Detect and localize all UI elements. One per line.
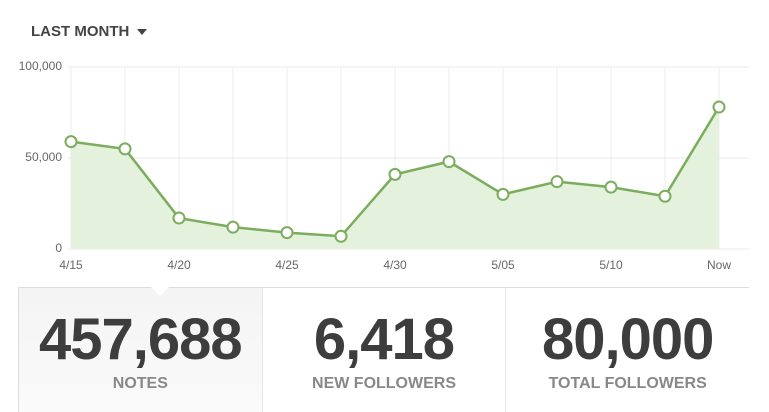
point — [496, 187, 510, 201]
point — [172, 211, 186, 225]
stat-value: 80,000 — [541, 307, 714, 372]
point — [712, 100, 726, 114]
x-tick-label: 4/20 — [167, 258, 191, 272]
point — [334, 229, 348, 243]
point — [226, 220, 240, 234]
period-label: LAST MONTH — [31, 23, 130, 40]
y-tick-label: 50,000 — [25, 150, 62, 164]
point — [118, 142, 132, 156]
x-tick-label: 4/30 — [383, 258, 407, 272]
point — [658, 189, 672, 203]
stat-label: NOTES — [112, 375, 168, 392]
stat-value: 6,418 — [313, 307, 455, 372]
stat-label: TOTAL FOLLOWERS — [548, 375, 707, 392]
chart: 0 50,000 100,000 4/15 4/20 4/25 4/30 5/05 5/10 No… — [19, 59, 749, 272]
point — [280, 226, 294, 240]
y-tick-label: 0 — [55, 241, 62, 255]
stat-new-followers[interactable]: 6,418 NEW FOLLOWERS — [263, 288, 507, 412]
stat-value: 457,688 — [39, 307, 243, 372]
x-tick-label: 4/25 — [275, 258, 299, 272]
x-tick-label: 5/10 — [599, 258, 623, 272]
stats-row: 457,688 NOTES 6,418 NEW FOLLOWERS 80,000 TO… — [18, 287, 749, 412]
stat-notes[interactable]: 457,688 NOTES — [18, 287, 263, 412]
y-tick-label: 100,000 — [19, 59, 63, 73]
point — [442, 155, 456, 169]
stat-total-followers[interactable]: 80,000 TOTAL FOLLOWERS — [506, 288, 749, 412]
pointer — [151, 287, 169, 296]
point — [64, 135, 78, 149]
stat-label: NEW FOLLOWERS — [312, 375, 456, 392]
x-tick-label: 4/15 — [59, 258, 83, 272]
x-tick-label: 5/05 — [491, 258, 515, 272]
point — [388, 167, 402, 181]
x-tick-label: Now — [707, 258, 731, 272]
dropdown-arrow — [137, 29, 148, 36]
point — [550, 175, 564, 189]
point — [604, 180, 618, 194]
period-selector[interactable]: LAST MONTH — [31, 23, 148, 40]
